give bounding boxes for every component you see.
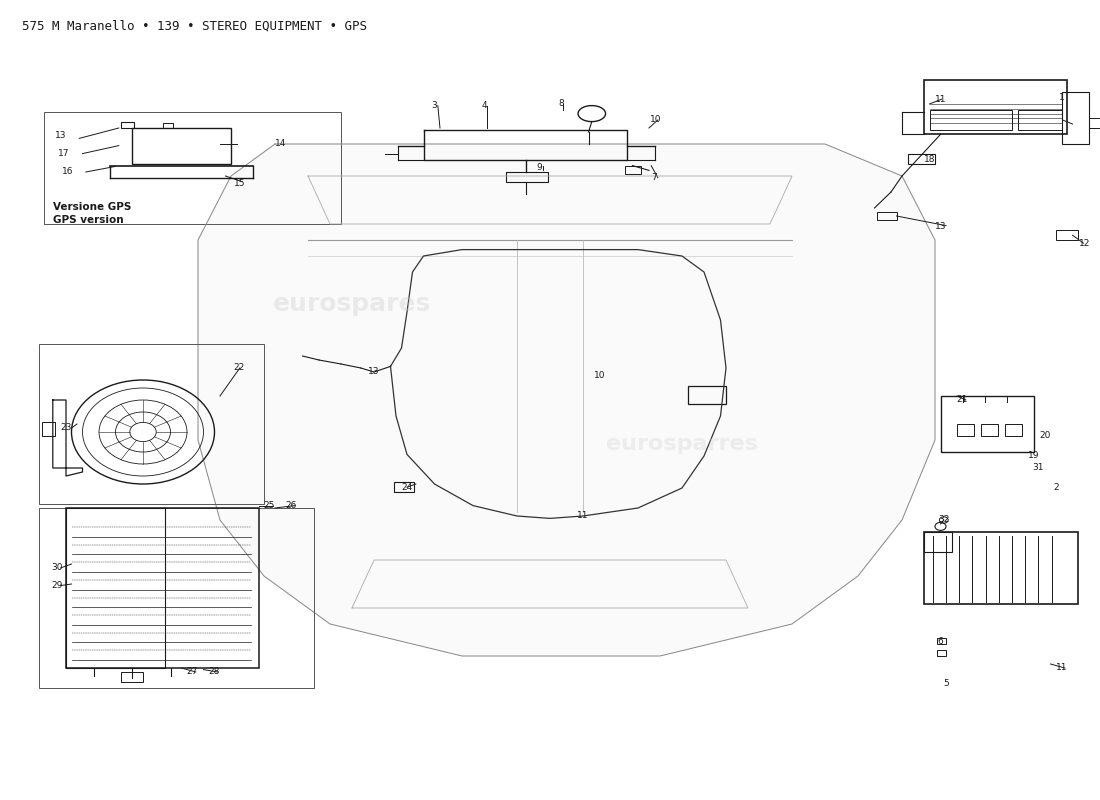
- Bar: [394, 482, 414, 492]
- Text: 17: 17: [58, 149, 69, 158]
- Text: 25: 25: [264, 501, 275, 510]
- Text: 23: 23: [60, 423, 72, 433]
- Text: 13: 13: [935, 222, 946, 231]
- Bar: [121, 672, 143, 682]
- Bar: [937, 650, 946, 656]
- Text: Versione GPS
GPS version: Versione GPS GPS version: [53, 202, 131, 225]
- Bar: [981, 424, 998, 436]
- Text: eurosparres: eurosparres: [606, 434, 758, 454]
- Text: 9: 9: [536, 163, 542, 173]
- Bar: [940, 396, 1034, 452]
- Bar: [924, 532, 1078, 604]
- Bar: [1005, 424, 1022, 436]
- Bar: [66, 508, 165, 668]
- Text: 27: 27: [187, 667, 198, 677]
- Bar: [506, 172, 548, 182]
- Text: 31: 31: [1033, 463, 1044, 473]
- Text: 1: 1: [1058, 93, 1065, 102]
- Text: eurospares: eurospares: [273, 292, 431, 316]
- Bar: [163, 123, 173, 128]
- Text: 11: 11: [578, 511, 588, 521]
- Text: 4: 4: [481, 101, 487, 110]
- Bar: [42, 422, 55, 436]
- Text: 16: 16: [63, 167, 74, 177]
- Bar: [625, 166, 641, 174]
- Text: 10: 10: [594, 371, 605, 381]
- Text: 11: 11: [935, 95, 946, 105]
- Text: 14: 14: [275, 139, 286, 149]
- Text: 32: 32: [938, 515, 949, 525]
- Text: 12: 12: [1079, 239, 1090, 249]
- Text: 7: 7: [651, 173, 658, 182]
- Text: 24: 24: [402, 483, 412, 493]
- Text: 30: 30: [52, 563, 63, 573]
- Bar: [877, 212, 896, 220]
- Text: 10: 10: [650, 115, 661, 125]
- Text: 575 M Maranello • 139 • STEREO EQUIPMENT • GPS: 575 M Maranello • 139 • STEREO EQUIPMENT…: [22, 20, 367, 33]
- Text: 29: 29: [52, 581, 63, 590]
- Bar: [937, 638, 946, 644]
- Text: 22: 22: [233, 363, 244, 373]
- Bar: [121, 122, 134, 128]
- Bar: [66, 508, 258, 668]
- Bar: [924, 532, 952, 552]
- Bar: [1018, 110, 1062, 130]
- Text: 19: 19: [1028, 451, 1040, 461]
- Text: 5: 5: [943, 679, 949, 689]
- Bar: [957, 424, 974, 436]
- Bar: [1056, 230, 1078, 240]
- Text: 18: 18: [924, 155, 935, 165]
- Text: 26: 26: [286, 501, 297, 510]
- Bar: [44, 112, 341, 224]
- Text: 6: 6: [937, 637, 944, 646]
- Bar: [688, 386, 726, 404]
- Text: 11: 11: [1056, 663, 1067, 673]
- Bar: [1062, 92, 1089, 144]
- Bar: [39, 344, 264, 504]
- Text: 13: 13: [368, 367, 379, 377]
- Bar: [132, 128, 231, 164]
- Text: 20: 20: [1040, 431, 1050, 441]
- Bar: [930, 110, 1012, 130]
- Text: 28: 28: [209, 667, 220, 677]
- Text: 3: 3: [431, 101, 438, 110]
- Polygon shape: [198, 144, 935, 656]
- Bar: [908, 154, 935, 164]
- Text: 15: 15: [234, 179, 245, 189]
- Bar: [39, 508, 313, 688]
- Bar: [924, 80, 1067, 134]
- Text: 8: 8: [558, 99, 564, 109]
- Text: 13: 13: [55, 131, 66, 141]
- Text: 21: 21: [957, 395, 968, 405]
- Text: 2: 2: [1053, 483, 1059, 493]
